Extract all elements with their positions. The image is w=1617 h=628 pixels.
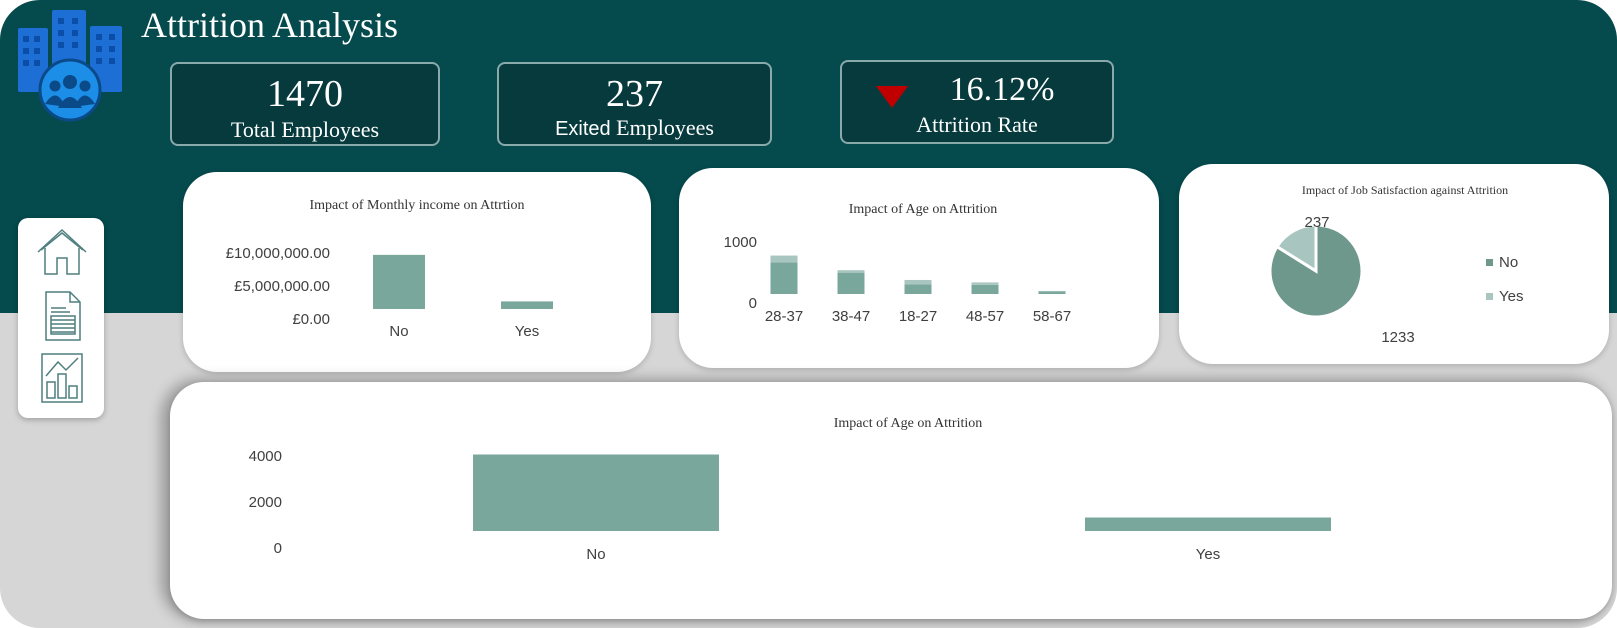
y-tick-label: 4000	[249, 448, 282, 465]
bar-yes	[1085, 517, 1331, 531]
legend-label-yes: Yes	[1499, 288, 1523, 305]
chart-title: Impact of Monthly income on Attrtion	[309, 198, 524, 213]
legend-label-no: No	[1499, 254, 1518, 271]
kpi-total-employees: 1470 Total Employees	[170, 62, 440, 146]
document-icon	[45, 291, 81, 341]
kpi-exited-label: Exited Employees	[499, 115, 770, 142]
y-tick-label: 0	[749, 295, 757, 312]
x-tick-label: Yes	[1196, 546, 1220, 563]
kpi-rate-value: 16.12%	[949, 71, 1055, 108]
bar-no	[373, 254, 425, 309]
bar-segment-18-27	[904, 284, 932, 294]
y-tick-label: 2000	[249, 494, 282, 511]
chart-panel-age-bottom: Impact of Age on Attrition 4000 2000 0 N…	[170, 382, 1612, 619]
y-tick-label: £5,000,000.00	[234, 278, 330, 295]
bar-segment-28-37	[770, 255, 798, 263]
chart-panel-monthly-income: Impact of Monthly income on Attrtion £10…	[183, 172, 651, 372]
kpi-exited-employees: 237 Exited Employees	[497, 62, 772, 146]
chart-panel-age: Impact of Age on Attrition 1000 0 28-37 3…	[679, 168, 1159, 368]
x-tick-label: Yes	[515, 323, 539, 340]
x-tick-label: No	[389, 323, 408, 340]
nav-chart-button[interactable]	[36, 352, 88, 404]
x-tick-label: 48-57	[966, 308, 1004, 325]
bar-segment-58-67	[1038, 290, 1066, 292]
pie-data-label-yes: 237	[1304, 214, 1329, 231]
age-attrition-totals-chart: Impact of Age on Attrition 4000 2000 0 N…	[249, 416, 1331, 563]
chart-title: Impact of Age on Attrition	[834, 416, 983, 431]
bar-segment-38-47	[837, 272, 865, 294]
age-attrition-chart: Impact of Age on Attrition 1000 0 28-37 3…	[724, 202, 1072, 325]
kpi-total-label: Total Employees	[230, 117, 380, 142]
pie-data-label-no: 1233	[1381, 329, 1414, 346]
kpi-rate-label: Attrition Rate	[916, 112, 1038, 137]
down-arrow-icon	[876, 86, 908, 108]
bar-no	[473, 454, 719, 531]
y-tick-label: 0	[274, 540, 282, 557]
x-tick-label: 18-27	[899, 308, 937, 325]
kpi-exited-label-bold: Exited	[555, 118, 611, 140]
chart-icon	[41, 353, 83, 403]
chart-panel-job-satisfaction: Impact of Job Satisfaction against Attri…	[1179, 164, 1609, 364]
chart-title: Impact of Age on Attrition	[849, 202, 998, 217]
y-tick-label: 1000	[724, 234, 757, 251]
office-buildings-people-icon	[18, 10, 122, 122]
bar-segment-38-47	[837, 270, 865, 273]
bar-yes	[501, 301, 553, 309]
x-tick-label: 28-37	[765, 308, 803, 325]
pie-slice-yes	[1274, 223, 1318, 274]
kpi-total-value: 1470	[267, 73, 343, 115]
chart-title: Impact of Job Satisfaction against Attri…	[1302, 183, 1508, 197]
x-tick-label: 58-67	[1033, 308, 1071, 325]
bar-segment-18-27	[904, 279, 932, 285]
monthly-income-chart: Impact of Monthly income on Attrtion £10…	[226, 198, 553, 340]
job-satisfaction-pie-chart: Impact of Job Satisfaction against Attri…	[1268, 183, 1523, 346]
nav-home-button[interactable]	[36, 226, 88, 278]
y-tick-label: £10,000,000.00	[226, 245, 330, 262]
page-title: Attrition Analysis	[141, 5, 399, 45]
kpi-exited-value: 237	[606, 73, 663, 115]
y-tick-label: £0.00	[292, 311, 330, 328]
nav-document-button[interactable]	[36, 290, 88, 342]
legend-swatch-no	[1486, 259, 1493, 266]
bar-segment-28-37	[770, 262, 798, 294]
kpi-exited-label-rest: Employees	[610, 115, 714, 140]
bar-segment-58-67	[1038, 291, 1066, 294]
bar-segment-48-57	[971, 282, 999, 285]
bar-segment-48-57	[971, 284, 999, 294]
x-tick-label: No	[586, 546, 605, 563]
nav-rail	[18, 218, 104, 418]
x-tick-label: 38-47	[832, 308, 870, 325]
legend-swatch-yes	[1486, 293, 1493, 300]
home-icon	[37, 228, 87, 275]
kpi-attrition-rate: 16.12% Attrition Rate	[840, 60, 1114, 144]
